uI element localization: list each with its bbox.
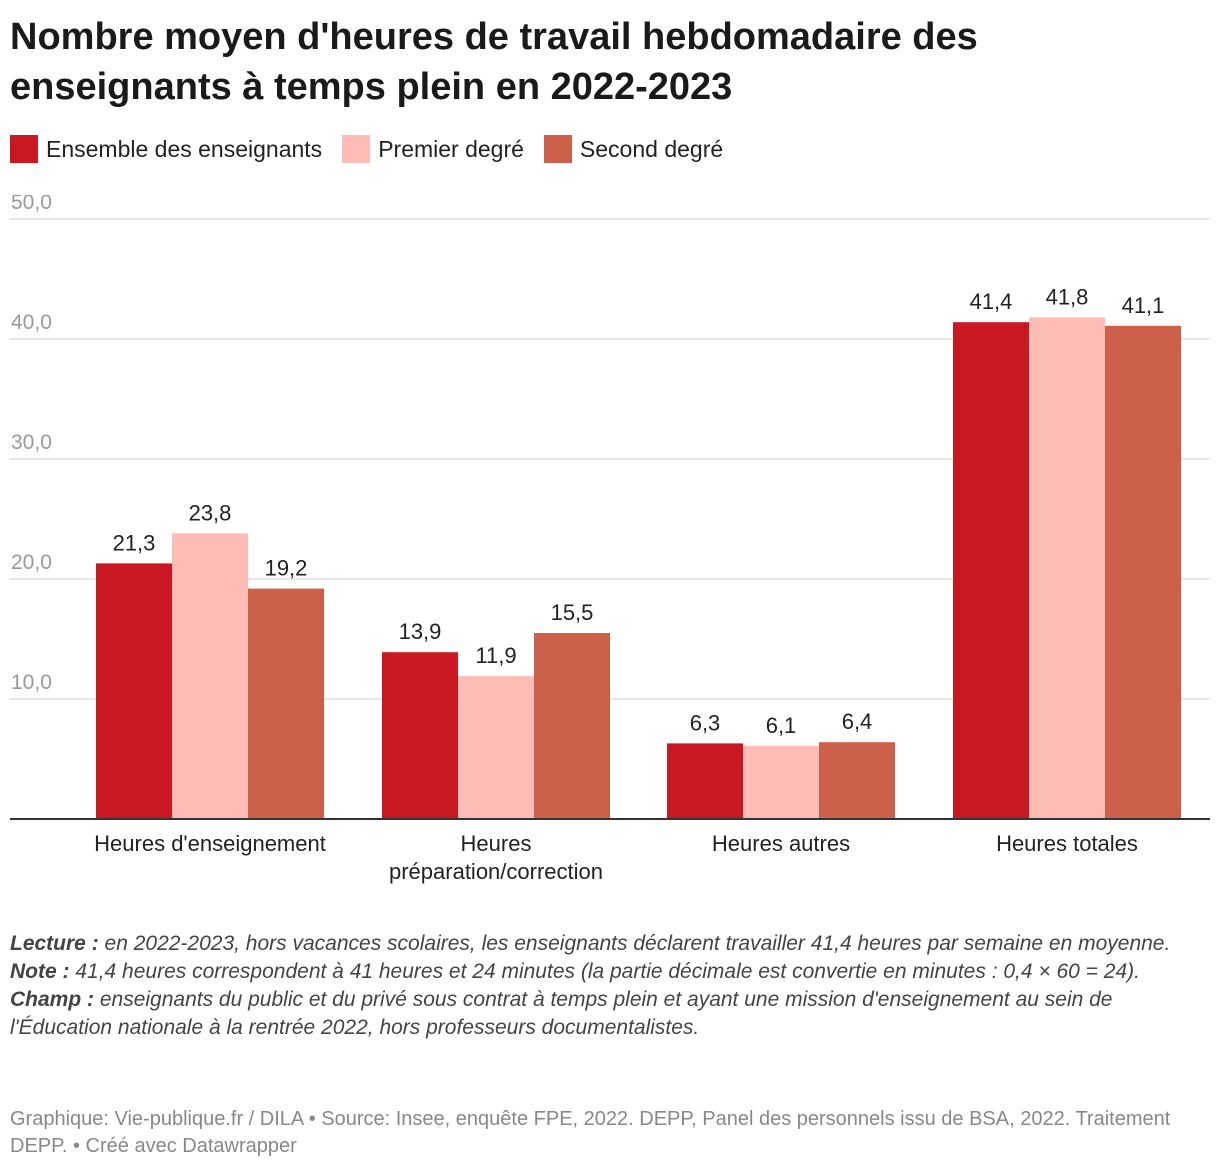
legend-label-second: Second degré	[579, 135, 724, 162]
note-note-text: 41,4 heures correspondent à 41 heures et…	[69, 960, 1140, 983]
x-tick-label: Heures totales	[996, 831, 1138, 856]
data-label: 41,8	[1046, 284, 1089, 309]
bar	[382, 652, 458, 819]
data-label: 15,5	[551, 600, 594, 625]
legend-swatch-premier	[342, 135, 371, 163]
bar	[534, 633, 610, 819]
legend-label-ensemble: Ensemble des enseignants	[46, 135, 323, 162]
note-note: Note : 41,4 heures correspondent à 41 he…	[10, 958, 1210, 986]
bar	[172, 533, 248, 819]
bar	[819, 742, 895, 819]
y-tick-label: 20,0	[11, 551, 52, 574]
y-tick-label: 40,0	[11, 311, 52, 334]
note-champ: Champ : enseignants du public et du priv…	[10, 986, 1210, 1042]
data-label: 21,3	[113, 530, 156, 555]
legend-swatch-second	[543, 135, 572, 163]
x-tick-label: Heures d'enseignement	[94, 831, 326, 856]
data-label: 23,8	[189, 500, 232, 525]
legend: Ensemble des enseignants Premier degré S…	[10, 134, 723, 164]
bar	[667, 743, 743, 819]
data-label: 11,9	[475, 643, 516, 668]
x-tick-label: Heures autres	[712, 831, 850, 856]
notes: Lecture : en 2022-2023, hors vacances sc…	[10, 930, 1210, 1042]
data-label: 6,4	[842, 709, 873, 734]
data-label: 6,3	[690, 710, 721, 735]
y-tick-label: 30,0	[11, 431, 52, 454]
note-lecture: Lecture : en 2022-2023, hors vacances sc…	[10, 930, 1210, 958]
bar	[96, 563, 172, 819]
chart-title: Nombre moyen d'heures de travail hebdoma…	[10, 16, 978, 108]
y-tick-label: 50,0	[11, 195, 52, 214]
data-label: 13,9	[399, 619, 442, 644]
bar	[1029, 317, 1105, 819]
note-lecture-label: Lecture :	[10, 932, 99, 955]
note-note-label: Note :	[10, 960, 70, 983]
bar	[953, 322, 1029, 819]
data-label: 19,2	[265, 556, 308, 581]
bar	[743, 745, 819, 819]
data-label: 6,1	[766, 713, 797, 738]
legend-label-premier: Premier degré	[378, 135, 524, 162]
bar	[458, 676, 534, 819]
data-label: 41,1	[1122, 293, 1165, 318]
y-tick-label: 10,0	[11, 671, 52, 694]
bar	[1105, 325, 1181, 819]
data-label: 41,4	[970, 289, 1013, 314]
legend-item-premier: Premier degré	[342, 135, 524, 163]
bar	[248, 588, 324, 819]
footer-source: Graphique: Vie-publique.fr / DILA • Sour…	[10, 1108, 1171, 1157]
note-champ-text: enseignants du public et du privé sous c…	[10, 988, 1113, 1039]
bar-chart: 10,0 20,0 30,0 40,0 50,0 21,3 13,9 6,3 41,4 23,8 1…	[10, 195, 1210, 884]
note-champ-label: Champ :	[10, 988, 94, 1011]
x-tick-label: Heures	[461, 831, 532, 856]
x-tick-label: préparation/correction	[389, 859, 603, 884]
legend-item-ensemble: Ensemble des enseignants	[10, 135, 322, 163]
legend-swatch-ensemble	[10, 135, 38, 163]
note-lecture-text: en 2022-2023, hors vacances scolaires, l…	[98, 932, 1171, 955]
legend-item-second: Second degré	[543, 135, 724, 163]
